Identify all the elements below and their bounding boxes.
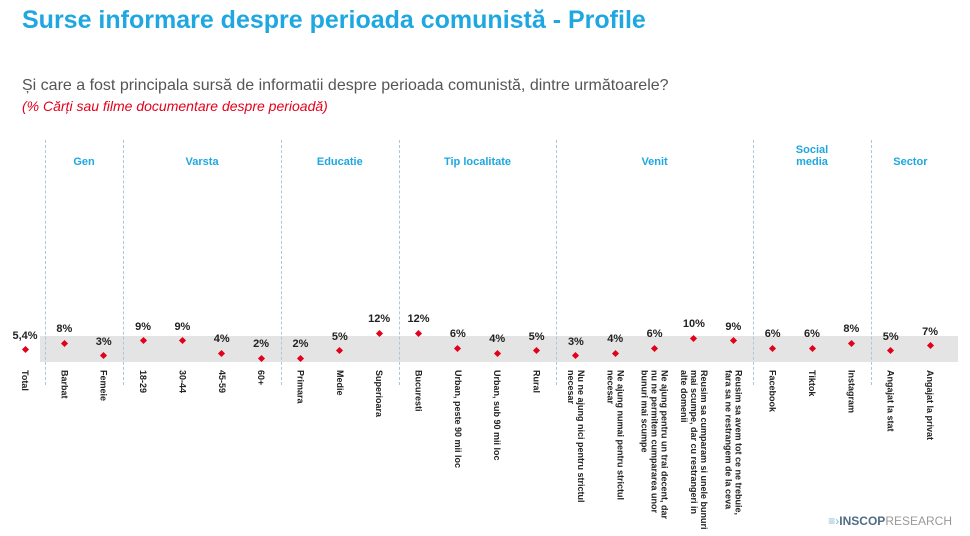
value-label: 12% <box>368 313 391 325</box>
category-label: Reusim sa avem tot ce ne trebuie, fara s… <box>723 370 744 516</box>
value-label: 10% <box>682 318 705 330</box>
category-label: Superioara <box>374 370 385 418</box>
category-label: Angajat la privat <box>925 370 936 441</box>
group-separator <box>752 140 754 385</box>
group-label: Social media <box>795 144 829 168</box>
category-label: Ne ajung numai pentru strictul necesar <box>605 370 626 501</box>
category-label: Bucuresti <box>413 370 424 412</box>
category-label: Tiktok <box>807 370 817 397</box>
group-separator <box>123 140 125 385</box>
category-label: Primara <box>295 370 306 404</box>
category-label: Nu ne ajung nici pentru strictul necesar <box>565 370 586 503</box>
value-label: 6% <box>449 328 466 340</box>
value-label: 5% <box>331 330 348 343</box>
group-label: Gen <box>73 156 95 168</box>
title: Surse informare despre perioada comunist… <box>22 6 646 34</box>
category-label: 18-29 <box>138 370 149 394</box>
value-label: 5% <box>528 330 545 343</box>
category-label: Reusim sa cumparam si unele bunuri mai s… <box>678 370 709 530</box>
note: (% Cărți sau filme documentare despre pe… <box>22 98 328 114</box>
brand-name: INSCOP <box>839 514 886 528</box>
group-label: Sector <box>893 156 928 168</box>
value-label: 2% <box>253 338 270 350</box>
subtitle: Și care a fost principala sursă de infor… <box>22 77 669 94</box>
brand-suffix: RESEARCH <box>885 514 952 528</box>
category-label: Instagram <box>846 370 857 414</box>
value-label: 9% <box>135 320 151 333</box>
value-label: 8% <box>843 323 860 335</box>
category-label: Femeie <box>98 370 109 402</box>
category-label: Urban, sub 90 mii loc <box>492 370 503 461</box>
brand: ≡›INSCOPRESEARCH <box>828 514 952 528</box>
value-label: 9% <box>725 320 742 333</box>
value-label: 6% <box>804 328 820 340</box>
group-label: Educatie <box>316 156 363 168</box>
group-label: Venit <box>641 156 668 168</box>
band <box>40 336 958 362</box>
value-label: 12% <box>407 313 430 325</box>
group-separator <box>398 140 400 385</box>
value-label: 6% <box>764 328 781 340</box>
group-label: Tip localitate <box>443 156 512 168</box>
category-label: Rural <box>531 370 542 394</box>
value-label: 8% <box>56 323 73 335</box>
group-separator <box>280 140 282 385</box>
category-label: Urban, peste 90 mii loc <box>452 370 463 469</box>
value-label: 3% <box>567 335 584 348</box>
value-label: 4% <box>213 333 230 345</box>
group-separator <box>44 140 46 385</box>
value-label: 3% <box>95 335 112 348</box>
group-separator <box>556 140 558 385</box>
value-label: 7% <box>922 325 938 338</box>
category-label: Angajat la stat <box>885 370 896 432</box>
category-label: Total <box>20 370 30 391</box>
category-label: Ne ajung pentru un trai decent, dar nu n… <box>639 370 670 520</box>
value-label: 5% <box>882 330 899 343</box>
value-label: 6% <box>646 328 663 340</box>
category-label: Barbat <box>59 370 70 399</box>
group-separator <box>871 140 873 385</box>
value-label: 9% <box>174 320 191 333</box>
value-label: 5,4% <box>12 329 38 342</box>
data-point <box>21 345 29 354</box>
category-label: Facebook <box>767 370 778 413</box>
group-label: Varsta <box>185 156 219 168</box>
category-label: Medie <box>334 370 345 396</box>
value-label: 4% <box>489 333 506 345</box>
category-label: 60+ <box>256 370 267 386</box>
value-label: 2% <box>292 338 309 350</box>
category-label: 45-59 <box>216 370 227 394</box>
category-label: 30-44 <box>177 370 188 394</box>
value-label: 4% <box>607 333 624 345</box>
